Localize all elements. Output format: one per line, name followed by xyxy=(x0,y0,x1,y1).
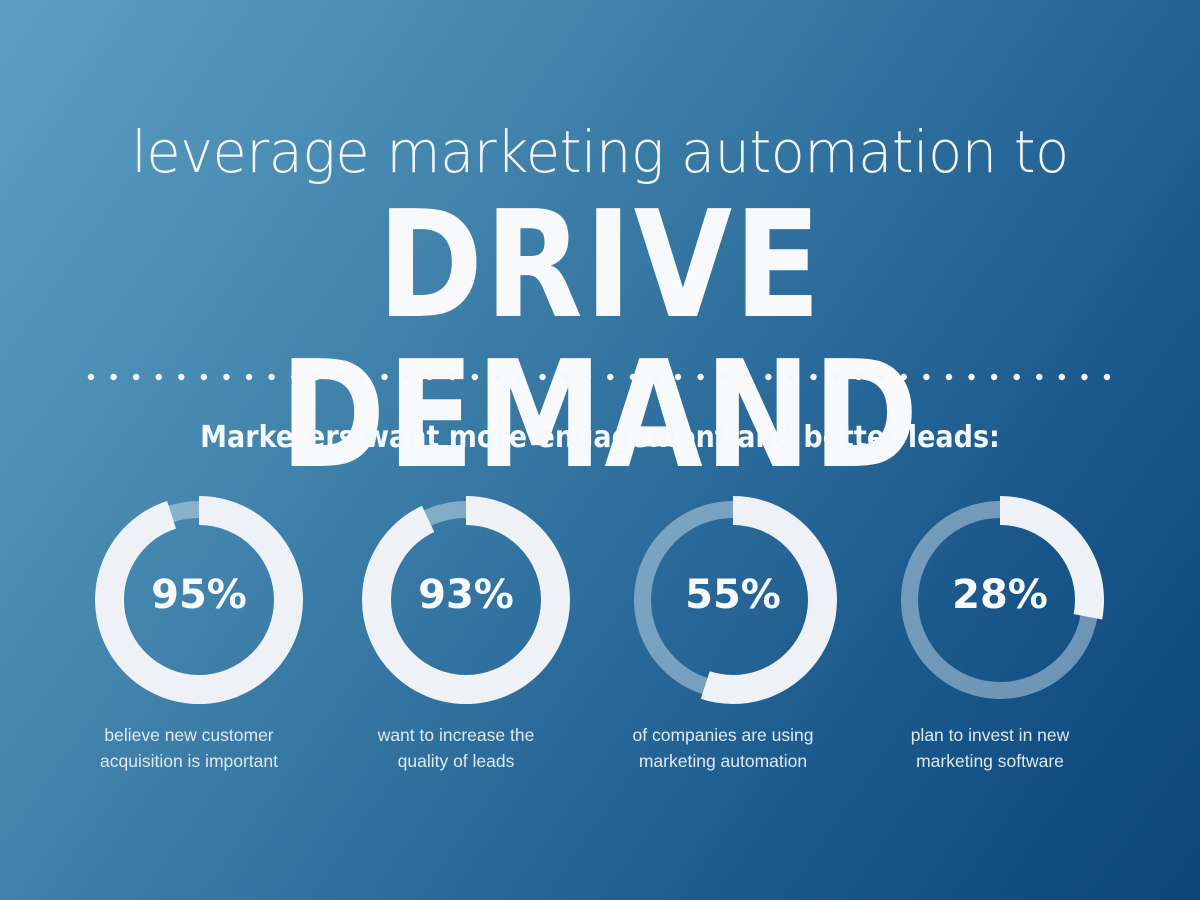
donut-ring-icon xyxy=(362,496,570,704)
stat-value: 28% xyxy=(952,572,1048,618)
dotted-divider xyxy=(87,373,1111,381)
stat-card-4: 28% plan to invest in new marketing soft… xyxy=(870,490,1110,790)
stat-value: 93% xyxy=(418,572,514,618)
caption-line-1: plan to invest in new xyxy=(910,725,1070,745)
stat-card-2: 93% want to increase the quality of lead… xyxy=(336,490,576,790)
stat-card-1: 95% believe new customer acquisition is … xyxy=(69,490,309,790)
stat-caption: want to increase the quality of leads xyxy=(316,722,596,774)
donut-ring-icon xyxy=(629,496,837,704)
stat-caption: of companies are using marketing automat… xyxy=(583,722,863,774)
caption-line-2: quality of leads xyxy=(397,751,515,771)
stat-caption: plan to invest in new marketing software xyxy=(850,722,1130,774)
stat-caption: believe new customer acquisition is impo… xyxy=(49,722,329,774)
caption-line-1: of companies are using xyxy=(632,725,814,745)
caption-line-2: marketing automation xyxy=(638,751,808,771)
caption-line-1: want to increase the xyxy=(377,725,535,745)
stat-value: 55% xyxy=(685,572,781,618)
stat-card-3: 55% of companies are using marketing aut… xyxy=(603,490,843,790)
subtitle: Marketers want more engagement and bette… xyxy=(200,420,1000,455)
donut-ring-icon xyxy=(896,496,1104,704)
title-line-2: DRIVE DEMAND xyxy=(279,179,921,501)
stat-value: 95% xyxy=(151,572,247,618)
caption-line-2: marketing software xyxy=(916,751,1064,771)
caption-line-2: acquisition is important xyxy=(100,751,278,771)
title-line-1: leverage marketing automation to xyxy=(131,118,1069,186)
donut-ring-icon xyxy=(95,496,303,704)
caption-line-1: believe new customer xyxy=(104,725,274,745)
